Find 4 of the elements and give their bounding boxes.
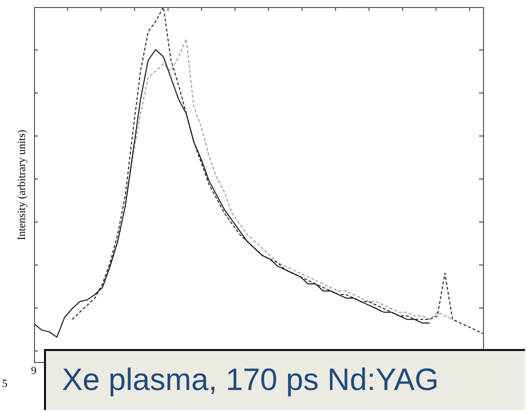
text: 5 (2, 378, 8, 390)
caption-box: Xe plasma, 170 ps Nd:YAG (44, 349, 525, 410)
y-axis-title: Intensity (arbitrary units) (16, 130, 28, 240)
text: 9 (31, 365, 36, 377)
